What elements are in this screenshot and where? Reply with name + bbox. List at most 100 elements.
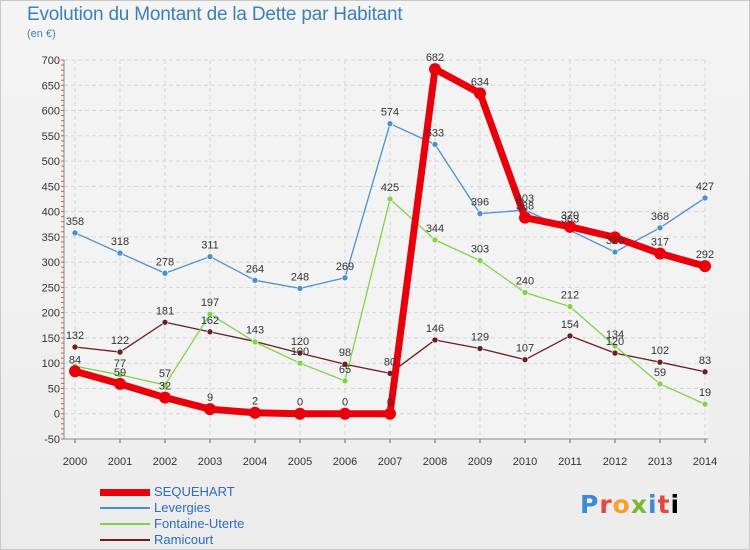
legend-label: Levergies <box>154 500 211 515</box>
y-axis: -50 0 50 100 150 200 250 300 350 400 450 500 550 600 6… <box>42 55 65 446</box>
x-tick-label: 2006 <box>333 456 357 468</box>
data-point <box>476 345 484 352</box>
chart-subtitle: (en €) <box>27 28 56 40</box>
series-lines <box>69 63 711 420</box>
x-tick-label: 2002 <box>153 456 177 468</box>
y-tick-label: 450 <box>42 181 60 193</box>
data-label: 77 <box>114 358 126 370</box>
y-tick-label: 550 <box>42 131 60 143</box>
data-label: 129 <box>471 332 489 344</box>
data-point <box>429 63 441 76</box>
data-point <box>116 249 124 257</box>
y-tick-label: 650 <box>42 80 60 92</box>
data-point <box>251 277 259 284</box>
legend-swatch <box>100 488 150 496</box>
legend: SEQUEHART Levergies Fontaine-Uterte Ramicou… <box>100 484 360 548</box>
data-point <box>69 365 81 378</box>
data-label: 9 <box>207 392 213 404</box>
data-label: 0 <box>342 397 348 409</box>
data-label: 80 <box>384 356 396 368</box>
data-label: 212 <box>561 290 579 302</box>
data-label: 358 <box>66 216 84 228</box>
data-label: 248 <box>291 271 309 283</box>
data-point <box>296 285 304 292</box>
data-point <box>384 407 396 420</box>
data-point <box>206 310 214 318</box>
data-point <box>206 328 214 336</box>
data-point <box>116 371 124 379</box>
data-label: 269 <box>336 261 354 273</box>
data-point <box>431 141 439 148</box>
legend-swatch <box>100 539 150 541</box>
data-point <box>159 391 171 404</box>
data-label: 396 <box>471 197 489 209</box>
x-tick-label: 2001 <box>108 456 132 468</box>
data-point <box>386 120 394 127</box>
data-point <box>71 343 79 351</box>
data-point <box>519 211 531 224</box>
data-label: 303 <box>471 244 489 256</box>
data-point <box>521 289 529 296</box>
data-label: 533 <box>426 127 444 139</box>
data-label: 120 <box>606 336 624 348</box>
x-tick-label: 2000 <box>63 456 87 468</box>
data-label: 0 <box>297 397 303 409</box>
data-point <box>611 342 619 350</box>
y-tick-label: 200 <box>42 308 60 320</box>
legend-swatch <box>100 523 150 525</box>
data-label: 19 <box>699 387 711 399</box>
data-label: 388 <box>516 201 534 213</box>
data-point <box>341 360 349 368</box>
data-point <box>116 348 124 356</box>
data-point <box>206 253 214 260</box>
data-label: 84 <box>69 354 81 366</box>
data-label: 427 <box>696 181 714 193</box>
data-point <box>609 231 621 244</box>
data-label: 264 <box>246 263 264 275</box>
data-label: 32 <box>159 381 171 393</box>
data-point <box>71 229 79 237</box>
y-tick-label: 300 <box>42 257 60 269</box>
data-label: 2 <box>252 396 258 408</box>
data-label: 59 <box>114 367 126 379</box>
data-point <box>476 210 484 217</box>
data-label: 143 <box>246 324 264 336</box>
data-point <box>341 377 349 385</box>
data-label: 574 <box>381 107 399 119</box>
data-label: 197 <box>201 297 219 309</box>
data-label: 98 <box>339 347 351 359</box>
data-point <box>474 87 486 100</box>
y-tick-label: 0 <box>54 409 60 421</box>
y-tick-label: 600 <box>42 106 60 118</box>
data-label: 100 <box>291 346 309 358</box>
legend-item: Fontaine-Uterte <box>100 516 360 532</box>
data-point <box>339 407 351 420</box>
data-label: 240 <box>516 275 534 287</box>
data-point <box>251 338 259 346</box>
data-point <box>294 407 306 420</box>
x-tick-label: 2005 <box>288 456 312 468</box>
data-label: 57 <box>159 368 171 380</box>
data-label: 102 <box>651 345 669 357</box>
x-tick-label: 2011 <box>558 456 582 468</box>
legend-item: Ramicourt <box>100 532 360 548</box>
data-point <box>656 224 664 232</box>
data-point <box>701 194 709 202</box>
data-label: 370 <box>561 210 579 222</box>
data-label: 134 <box>606 329 624 341</box>
data-label: 363 <box>561 213 579 225</box>
data-point <box>521 356 529 363</box>
data-point <box>431 236 439 244</box>
y-tick-label: 100 <box>42 358 60 370</box>
y-tick-label: 350 <box>42 232 60 244</box>
x-axis: 2000 2001 2002 2003 2004 2005 2006 2007 2008 2009… <box>63 438 717 468</box>
x-tick-label: 2009 <box>468 456 492 468</box>
y-tick-label: 500 <box>42 156 60 168</box>
data-point <box>476 257 484 264</box>
y-tick-label: 250 <box>42 282 60 294</box>
data-label: 292 <box>696 249 714 261</box>
data-label: 311 <box>201 240 219 252</box>
y-tick-label: 50 <box>48 383 60 395</box>
data-point <box>204 403 216 416</box>
